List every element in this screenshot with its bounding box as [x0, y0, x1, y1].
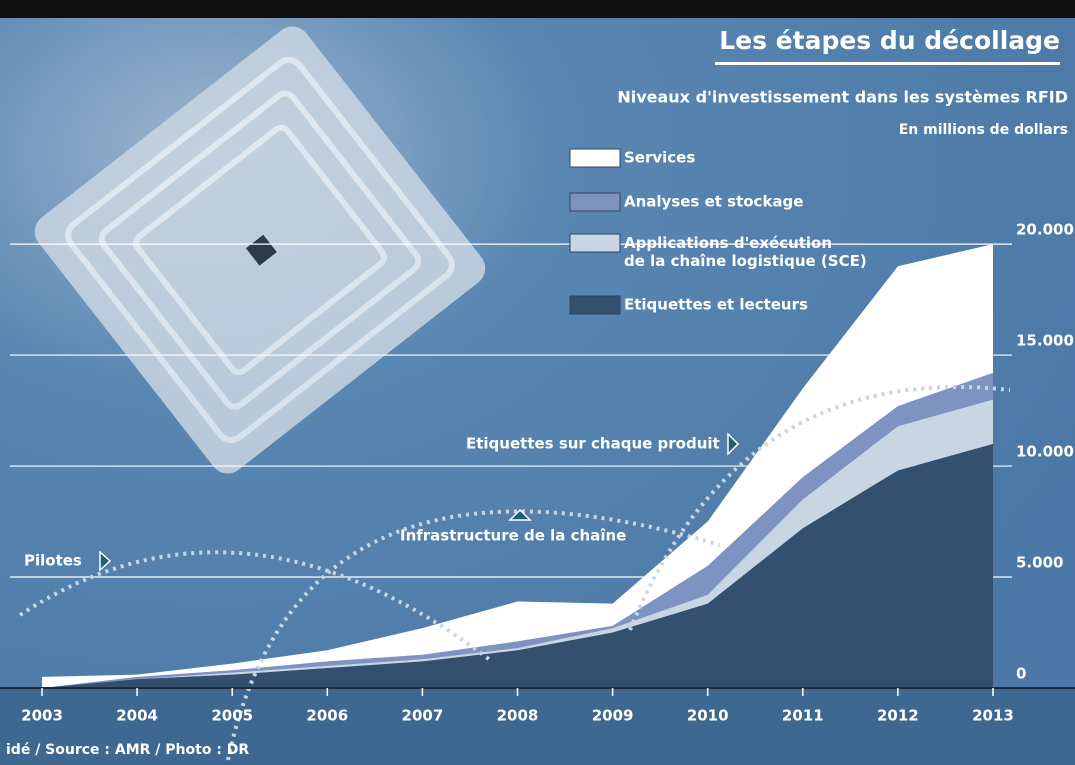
top-bar	[0, 0, 1075, 18]
y-tick-label: 10.000	[1016, 443, 1074, 461]
annotation: Pilotes	[24, 552, 82, 570]
x-tick-label: 2005	[211, 707, 253, 725]
chart: Les étapes du décollage Niveaux d'invest…	[0, 0, 1075, 765]
y-tick-label: 20.000	[1016, 221, 1074, 239]
source: idé / Source : AMR / Photo : DR	[6, 742, 249, 758]
annotation: Etiquettes sur chaque produit	[466, 435, 720, 453]
x-tick-label: 2008	[497, 707, 539, 725]
unit-note: En millions de dollars	[899, 122, 1068, 138]
legend-label: Etiquettes et lecteurs	[624, 296, 808, 314]
x-tick-label: 2011	[782, 707, 824, 725]
subtitle: Niveaux d'investissement dans les systèm…	[617, 88, 1068, 107]
y-tick-label: 0	[1016, 665, 1026, 683]
x-tick-label: 2003	[21, 707, 63, 725]
annotation: Infrastructure de la chaîne	[400, 527, 626, 545]
chart-title: Les étapes du décollage	[719, 26, 1060, 55]
legend-swatch	[570, 296, 620, 314]
title-rule	[715, 62, 1060, 65]
legend-swatch	[570, 149, 620, 167]
x-tick-label: 2013	[972, 707, 1014, 725]
x-tick-label: 2009	[592, 707, 634, 725]
x-tick-label: 2004	[116, 707, 158, 725]
x-tick-label: 2006	[306, 707, 348, 725]
y-tick-label: 5.000	[1016, 554, 1063, 572]
legend-swatch	[570, 234, 620, 252]
x-tick-label: 2012	[877, 707, 919, 725]
legend-label: Services	[624, 149, 695, 167]
x-tick-label: 2007	[402, 707, 444, 725]
legend-label: Analyses et stockage	[624, 193, 803, 211]
legend-swatch	[570, 193, 620, 211]
y-tick-label: 15.000	[1016, 332, 1074, 350]
x-tick-label: 2010	[687, 707, 729, 725]
